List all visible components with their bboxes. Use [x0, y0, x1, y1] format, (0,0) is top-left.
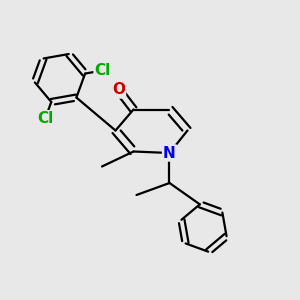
Text: O: O — [112, 82, 125, 98]
Text: Cl: Cl — [94, 63, 111, 78]
Text: N: N — [163, 146, 176, 160]
Text: Cl: Cl — [37, 111, 53, 126]
